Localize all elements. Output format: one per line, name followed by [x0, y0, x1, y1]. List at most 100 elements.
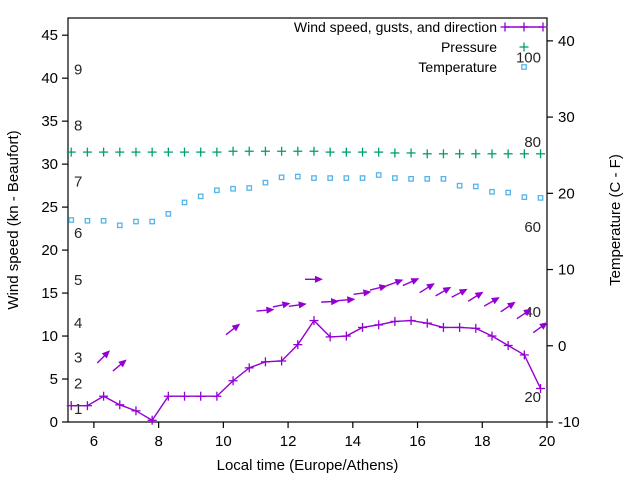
data-point-pressure: [82, 147, 92, 157]
data-point-temperature: [359, 175, 366, 181]
data-point-temperature: [278, 174, 285, 181]
beaufort-label: 5: [74, 272, 82, 289]
y2-axis-tick-label: 10: [558, 262, 575, 279]
data-point-wind-speed: [503, 340, 513, 350]
data-point-wind-speed: [115, 400, 125, 410]
wind-direction-arrow: [451, 288, 468, 298]
data-point-wind-speed: [82, 401, 92, 411]
data-point-wind-speed: [341, 331, 351, 341]
fahrenheit-label: 20: [524, 389, 541, 406]
wind-direction-arrow: [272, 301, 291, 309]
wind-direction-arrow: [112, 359, 127, 372]
legend-label-0: Wind speed, gusts, and direction: [294, 19, 497, 35]
beaufort-label: 1: [74, 401, 82, 418]
data-point-wind-speed: [147, 415, 157, 425]
data-point-wind-speed: [519, 350, 529, 360]
legend-label-1: Pressure: [441, 39, 497, 55]
data-point-temperature: [181, 199, 188, 206]
legend-swatch-marker-a-0: [500, 22, 510, 32]
x-axis-tick-label: 10: [215, 433, 232, 450]
wind-direction-arrow: [225, 323, 241, 336]
wind-direction-arrow: [353, 289, 372, 297]
data-point-pressure: [341, 147, 351, 157]
data-point-temperature: [392, 175, 398, 181]
y-axis-tick-label: 0: [50, 414, 58, 431]
data-point-pressure: [422, 149, 432, 159]
data-point-pressure: [228, 146, 238, 156]
data-point-pressure: [196, 147, 206, 157]
x-axis-tick-label: 20: [539, 433, 556, 450]
data-point-temperature: [424, 175, 431, 182]
x-axis-tick-label: 14: [344, 433, 361, 450]
data-point-pressure: [212, 147, 222, 157]
y2-axis-tick-label: 30: [558, 109, 575, 126]
data-point-temperature: [408, 175, 414, 182]
data-point-wind-speed: [163, 391, 173, 401]
data-point-temperature: [165, 211, 172, 217]
x-axis-tick-label: 6: [90, 433, 98, 450]
data-point-pressure: [519, 149, 529, 159]
x-axis-tick-label: 18: [474, 433, 491, 450]
data-point-temperature: [294, 173, 301, 180]
wind-direction-arrow: [419, 283, 435, 294]
data-point-wind-speed: [422, 318, 432, 328]
y-axis-tick-label: 10: [41, 328, 58, 345]
wind-direction-arrow: [369, 284, 388, 292]
data-point-pressure: [260, 146, 270, 156]
data-point-wind-speed: [358, 322, 368, 332]
data-point-wind-speed: [536, 383, 546, 393]
beaufort-label: 3: [74, 350, 82, 367]
y2-axis-tick-label: 20: [558, 185, 575, 202]
data-point-wind-speed: [309, 316, 319, 326]
wind-direction-arrow: [402, 278, 420, 287]
data-point-wind-speed: [374, 320, 384, 330]
y-axis-tick-label: 25: [41, 199, 58, 216]
data-point-temperature: [230, 185, 236, 192]
beaufort-label: 7: [74, 173, 82, 190]
data-point-pressure: [244, 146, 254, 156]
data-point-temperature: [246, 185, 253, 191]
data-point-wind-speed: [277, 356, 287, 366]
data-point-wind-speed: [212, 391, 222, 401]
wind-direction-arrow: [337, 296, 356, 304]
beaufort-label: 8: [74, 117, 82, 134]
data-point-pressure: [163, 147, 173, 157]
data-point-temperature: [68, 217, 75, 223]
y2-axis-tick-label: 40: [558, 33, 575, 50]
x-axis-title: Local time (Europe/Athens): [217, 457, 399, 474]
data-point-pressure: [438, 149, 448, 159]
data-point-pressure: [277, 146, 287, 156]
data-point-pressure: [471, 149, 481, 159]
data-point-temperature: [521, 194, 528, 200]
data-point-pressure: [390, 148, 400, 158]
wind-direction-arrow: [467, 291, 484, 302]
data-point-wind-speed: [244, 363, 254, 373]
data-point-temperature: [84, 217, 91, 224]
series-line-wind-speed: [71, 319, 542, 422]
data-point-pressure: [309, 146, 319, 156]
data-point-wind-speed: [66, 401, 76, 411]
data-point-wind-speed: [455, 322, 465, 332]
data-point-temperature: [149, 218, 155, 225]
data-point-wind-speed: [325, 332, 335, 342]
data-point-temperature: [537, 195, 544, 201]
data-point-wind-speed: [196, 391, 206, 401]
legend-swatch-marker-b-0: [519, 22, 529, 32]
data-point-wind-speed: [390, 316, 400, 326]
wind-direction-arrow: [304, 275, 323, 283]
y-axis-tick-label: 30: [41, 156, 58, 173]
y-axis-tick-label: 5: [50, 371, 58, 388]
data-point-pressure: [66, 147, 76, 157]
x-axis-tick-label: 16: [409, 433, 426, 450]
wind-direction-arrow: [288, 301, 307, 309]
data-point-pressure: [293, 146, 303, 156]
data-point-wind-speed: [406, 316, 416, 326]
data-point-pressure: [374, 147, 384, 157]
y2-axis-tick-label: 0: [558, 338, 566, 355]
data-point-pressure: [358, 147, 368, 157]
x-axis-tick-label: 12: [280, 433, 297, 450]
data-point-pressure: [487, 149, 497, 159]
y-axis-tick-label: 40: [41, 70, 58, 87]
